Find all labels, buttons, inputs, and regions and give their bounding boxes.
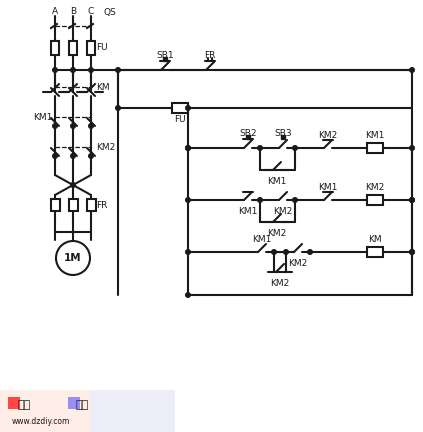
Bar [87, 41, 95, 55]
Circle shape [116, 106, 120, 110]
Text: KM1: KM1 [252, 235, 272, 245]
Bar [86, 199, 96, 211]
Circle shape [308, 250, 312, 254]
Circle shape [71, 183, 75, 187]
Text: KM2: KM2 [319, 131, 338, 140]
Circle shape [258, 146, 262, 150]
Text: FU: FU [174, 115, 186, 124]
Text: 1M: 1M [64, 253, 82, 263]
Text: KM: KM [368, 235, 382, 245]
Circle shape [186, 146, 190, 150]
Circle shape [410, 198, 414, 202]
Circle shape [410, 198, 414, 202]
Text: KM: KM [96, 83, 110, 92]
Bar [8, 397, 20, 409]
Text: KM1: KM1 [238, 207, 258, 216]
Text: FU: FU [96, 44, 107, 53]
Text: KM2: KM2 [273, 207, 293, 216]
Circle shape [89, 68, 93, 72]
Bar [69, 199, 77, 211]
Text: KM2: KM2 [365, 184, 385, 193]
Circle shape [56, 241, 90, 275]
Text: 天地: 天地 [75, 400, 88, 410]
Bar [0, 390, 175, 432]
Circle shape [293, 146, 297, 150]
Text: KM1: KM1 [267, 178, 287, 187]
Text: SB3: SB3 [274, 128, 292, 137]
Text: KM1: KM1 [365, 131, 385, 140]
Circle shape [186, 293, 190, 297]
Text: FR: FR [96, 200, 107, 210]
Text: 电子: 电子 [18, 400, 31, 410]
Text: KM2: KM2 [96, 143, 115, 152]
Bar [69, 41, 77, 55]
Bar [367, 247, 383, 257]
Circle shape [293, 198, 297, 202]
Circle shape [53, 154, 57, 158]
Circle shape [258, 198, 262, 202]
Text: C: C [88, 6, 94, 16]
Circle shape [116, 68, 120, 72]
Circle shape [410, 68, 414, 72]
Circle shape [272, 250, 276, 254]
Text: QS: QS [103, 9, 116, 18]
Bar [50, 199, 60, 211]
Circle shape [71, 68, 75, 72]
Circle shape [89, 154, 93, 158]
Bar [172, 103, 188, 113]
Text: KM1: KM1 [319, 184, 338, 193]
Circle shape [284, 250, 288, 254]
Bar [90, 390, 175, 432]
Circle shape [186, 250, 190, 254]
Circle shape [410, 250, 414, 254]
Text: KM2: KM2 [288, 260, 308, 269]
Bar [367, 195, 383, 205]
Circle shape [410, 146, 414, 150]
Bar [0, 390, 90, 432]
Bar [367, 143, 383, 153]
Text: B: B [70, 6, 76, 16]
Text: SB1: SB1 [156, 51, 174, 60]
Text: SB2: SB2 [239, 128, 257, 137]
Text: KM2: KM2 [267, 229, 287, 238]
Text: A: A [52, 6, 58, 16]
Bar [68, 397, 80, 409]
Circle shape [186, 106, 190, 110]
Bar [51, 41, 59, 55]
Text: FR: FR [204, 51, 216, 60]
Circle shape [53, 124, 57, 128]
Text: KM2: KM2 [270, 280, 290, 289]
Circle shape [410, 250, 414, 254]
Circle shape [71, 154, 75, 158]
Circle shape [186, 146, 190, 150]
Circle shape [53, 68, 57, 72]
Circle shape [89, 124, 93, 128]
Text: www.dzdiy.com: www.dzdiy.com [12, 417, 70, 426]
Circle shape [71, 124, 75, 128]
Text: KM1: KM1 [33, 112, 52, 121]
Circle shape [186, 198, 190, 202]
